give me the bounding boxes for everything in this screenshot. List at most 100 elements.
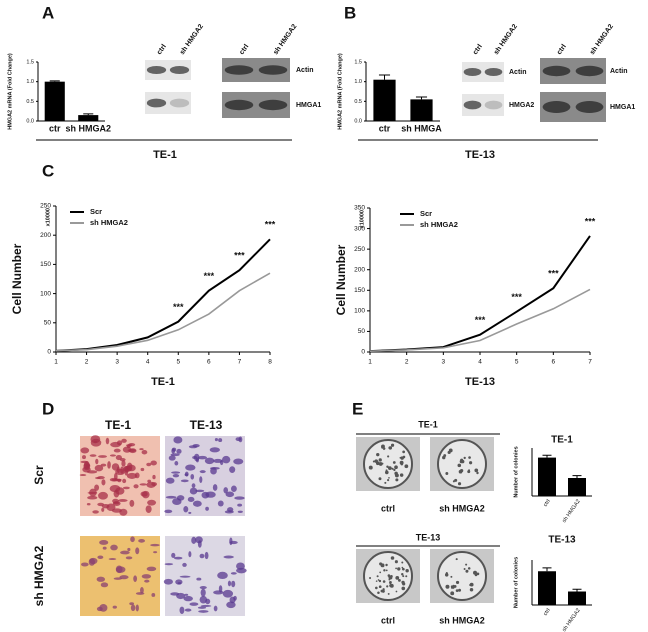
colony (395, 567, 397, 570)
cell-blob (164, 509, 173, 514)
chart-title: TE-1 (551, 435, 573, 446)
cell-blob (140, 467, 145, 472)
legend-label: sh HMGA2 (90, 218, 128, 227)
y-tick-label: 50 (44, 320, 52, 327)
colony (383, 569, 386, 572)
x-tick-label: 1 (368, 359, 372, 366)
cell-blob (213, 458, 223, 463)
cell-blob (120, 550, 130, 555)
cell-blob (197, 455, 208, 460)
x-tick-label: sh HMGA2 (65, 123, 111, 133)
y-tick-label: 100 (40, 290, 51, 297)
blot (462, 62, 504, 82)
annotation: *** (173, 302, 184, 312)
cell-blob (110, 544, 118, 551)
band (224, 65, 254, 75)
colony (457, 482, 462, 486)
cell-blob (231, 580, 236, 588)
cell-blob (229, 466, 236, 474)
colony (453, 584, 457, 588)
series-line (369, 235, 591, 353)
band (146, 98, 167, 108)
cell-blob (86, 502, 91, 506)
cell-blob (184, 593, 189, 596)
colony (476, 572, 480, 576)
band-label: HMGA2 (509, 102, 534, 109)
row-label: sh HMGA2 (32, 545, 46, 606)
colony (454, 478, 458, 482)
cell-blob (97, 475, 105, 480)
y-tick-label: 0.5 (26, 99, 34, 105)
colony (378, 477, 382, 481)
colony (394, 560, 398, 564)
x-tick-label: 6 (207, 359, 211, 366)
cell-blob (92, 510, 99, 514)
colony (387, 592, 390, 595)
colony (474, 468, 479, 473)
x-tick-label: 4 (478, 359, 482, 366)
band (542, 101, 571, 113)
colony (450, 575, 453, 578)
cell-blob (213, 605, 218, 612)
bar (373, 79, 396, 121)
plate-title: TE-13 (416, 532, 441, 542)
lane-label: ctrl (156, 43, 168, 56)
cell-blob (102, 546, 107, 550)
cell-blob (82, 455, 86, 460)
cell-blob (107, 461, 111, 469)
colony (380, 589, 384, 593)
cell-blob (190, 473, 195, 480)
cell-blob (109, 484, 121, 493)
cell-blob (221, 455, 231, 464)
y-axis-label: Number of colonies (513, 446, 519, 497)
y-tick-label: 1.5 (26, 59, 34, 65)
y-axis-label: Cell Number (10, 243, 24, 314)
cell-blob (150, 460, 157, 466)
y-axis-label: Cell Number (334, 244, 348, 315)
cell-blob (125, 556, 133, 560)
cell-blob (100, 463, 107, 467)
cell-blob (217, 571, 228, 580)
cell-blob (127, 547, 131, 552)
cell-blob (164, 563, 174, 566)
colony (400, 456, 404, 460)
band (463, 68, 482, 76)
cell-blob (226, 601, 236, 609)
cell-blob (122, 478, 127, 484)
x-tick-label: 6 (552, 359, 556, 366)
lane-label: ctrl (556, 43, 568, 56)
cell-blob (80, 460, 89, 464)
cell-blob (98, 491, 108, 500)
cell-blob (230, 572, 237, 575)
cell-blob (115, 468, 126, 476)
cell-blob (124, 467, 129, 476)
cell-blob (183, 595, 193, 602)
cell-blob (184, 473, 189, 477)
annotation: *** (475, 315, 486, 325)
colony (465, 563, 468, 566)
cell-blob (237, 503, 243, 507)
y-tick-label: 50 (358, 328, 366, 335)
cell-blob (94, 464, 104, 472)
colony (375, 586, 378, 590)
colony (372, 460, 375, 463)
cell-blob (233, 458, 244, 465)
panel-label: C (42, 161, 54, 180)
cell-blob (171, 471, 181, 474)
colony (387, 455, 390, 458)
band (169, 66, 190, 74)
cell-blob (106, 503, 116, 512)
y-axis-label: HMGA2 mRNA (Fold Change) (337, 53, 343, 130)
x-tick-label: sh HMGA (401, 123, 442, 133)
colony (388, 446, 392, 450)
cell-blob (176, 448, 182, 454)
colony (392, 461, 396, 464)
cell-blob (170, 592, 180, 596)
panel-label: D (42, 399, 54, 418)
band (258, 99, 288, 111)
cell-blob (173, 436, 183, 444)
colony (395, 590, 398, 593)
colony (447, 450, 451, 455)
colony (473, 570, 478, 575)
colony (376, 575, 379, 578)
